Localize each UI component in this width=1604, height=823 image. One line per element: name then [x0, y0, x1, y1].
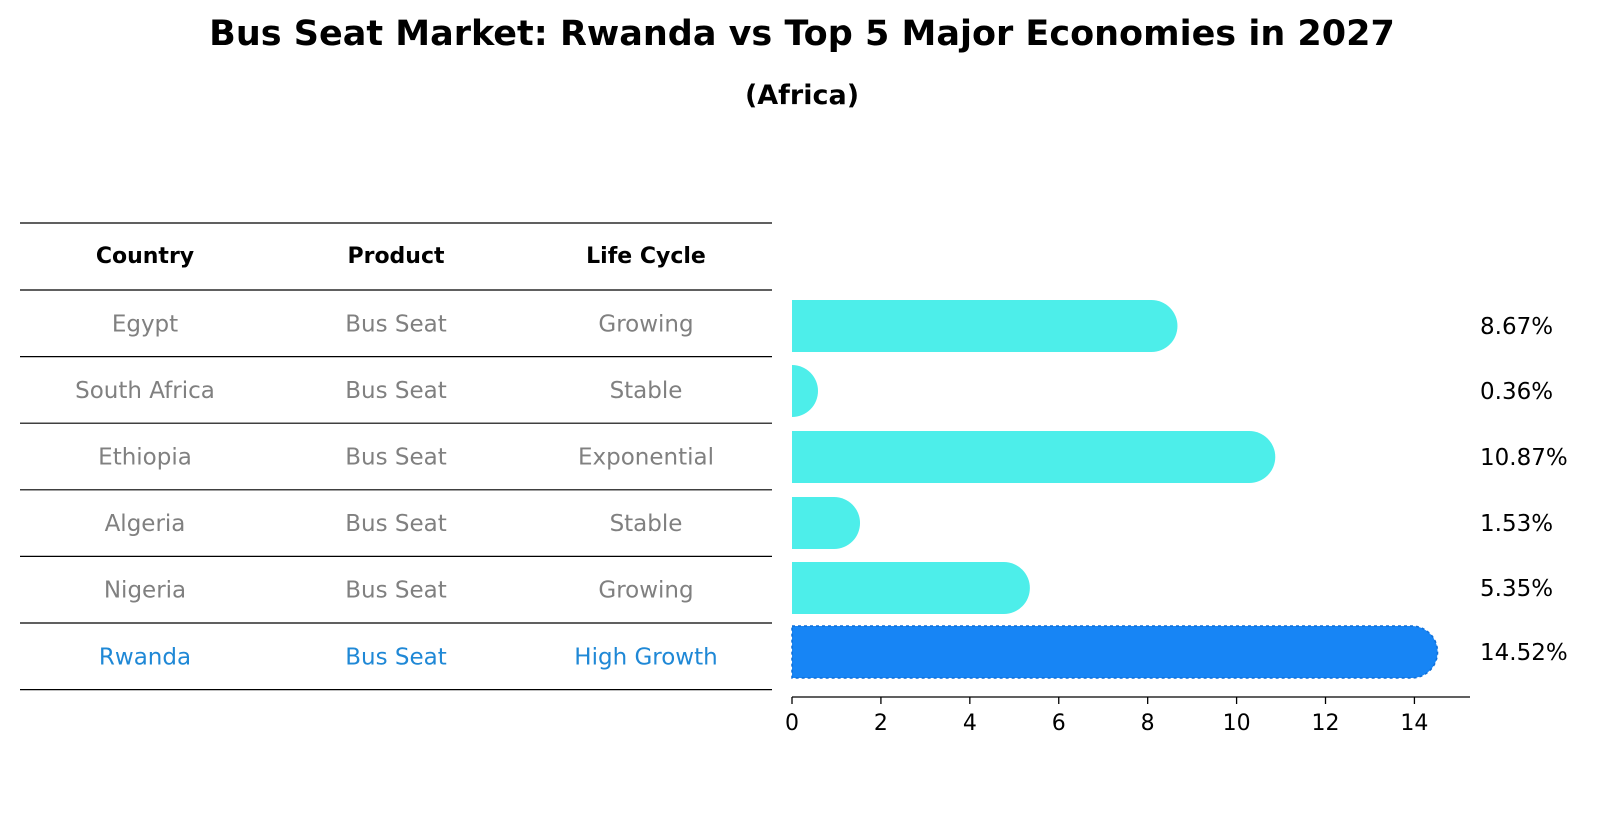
table-cell-life-cycle: Growing	[598, 578, 693, 604]
x-axis-tick-label: 6	[1052, 711, 1066, 736]
table-cell-life-cycle: Exponential	[578, 445, 714, 471]
table-cell-product: Bus Seat	[345, 511, 447, 537]
chart-title: Bus Seat Market: Rwanda vs Top 5 Major E…	[209, 14, 1395, 54]
bar-ethiopia	[792, 431, 1276, 483]
table-cell-life-cycle: Stable	[610, 511, 683, 537]
table-cell-country: Egypt	[112, 311, 178, 337]
table-cell-country: Algeria	[105, 511, 186, 537]
table-cell-product: Bus Seat	[345, 311, 447, 337]
x-axis-tick-label: 14	[1400, 711, 1428, 736]
bar-value-label: 14.52%	[1480, 640, 1568, 666]
table-cell-country: Nigeria	[104, 578, 186, 604]
bar-algeria	[792, 497, 861, 549]
table-header-cell: Country	[96, 244, 194, 269]
x-axis-tick-label: 8	[1141, 711, 1155, 736]
bar-value-label: 0.36%	[1480, 379, 1553, 405]
table-cell-life-cycle: High Growth	[574, 644, 717, 670]
table-cell-product: Bus Seat	[345, 445, 447, 471]
x-axis-tick-label: 4	[963, 711, 977, 736]
table-cell-country: Rwanda	[99, 644, 191, 670]
bar-value-label: 5.35%	[1480, 576, 1553, 602]
x-axis-tick-label: 2	[874, 711, 888, 736]
chart-subtitle: (Africa)	[744, 80, 860, 111]
bar-nigeria	[792, 562, 1030, 614]
x-axis-tick-label: 10	[1223, 711, 1251, 736]
table-cell-product: Bus Seat	[345, 378, 447, 404]
bar-south-africa	[792, 365, 818, 417]
table-cell-country: South Africa	[75, 378, 215, 404]
x-axis-tick-label: 12	[1312, 711, 1340, 736]
bar-rwanda	[791, 625, 1439, 679]
bar-egypt	[792, 300, 1178, 352]
bar-value-label: 1.53%	[1480, 511, 1553, 537]
table-header-cell: Product	[347, 244, 445, 269]
table-header-cell: Life Cycle	[586, 244, 706, 269]
table-cell-product: Bus Seat	[345, 644, 447, 670]
bar-value-label: 8.67%	[1480, 314, 1553, 340]
table-cell-country: Ethiopia	[98, 445, 192, 471]
table-cell-product: Bus Seat	[345, 578, 447, 604]
x-axis-tick-label: 0	[785, 711, 799, 736]
table-cell-life-cycle: Growing	[598, 311, 693, 337]
bar-value-label: 10.87%	[1480, 445, 1568, 471]
table-cell-life-cycle: Stable	[610, 378, 683, 404]
